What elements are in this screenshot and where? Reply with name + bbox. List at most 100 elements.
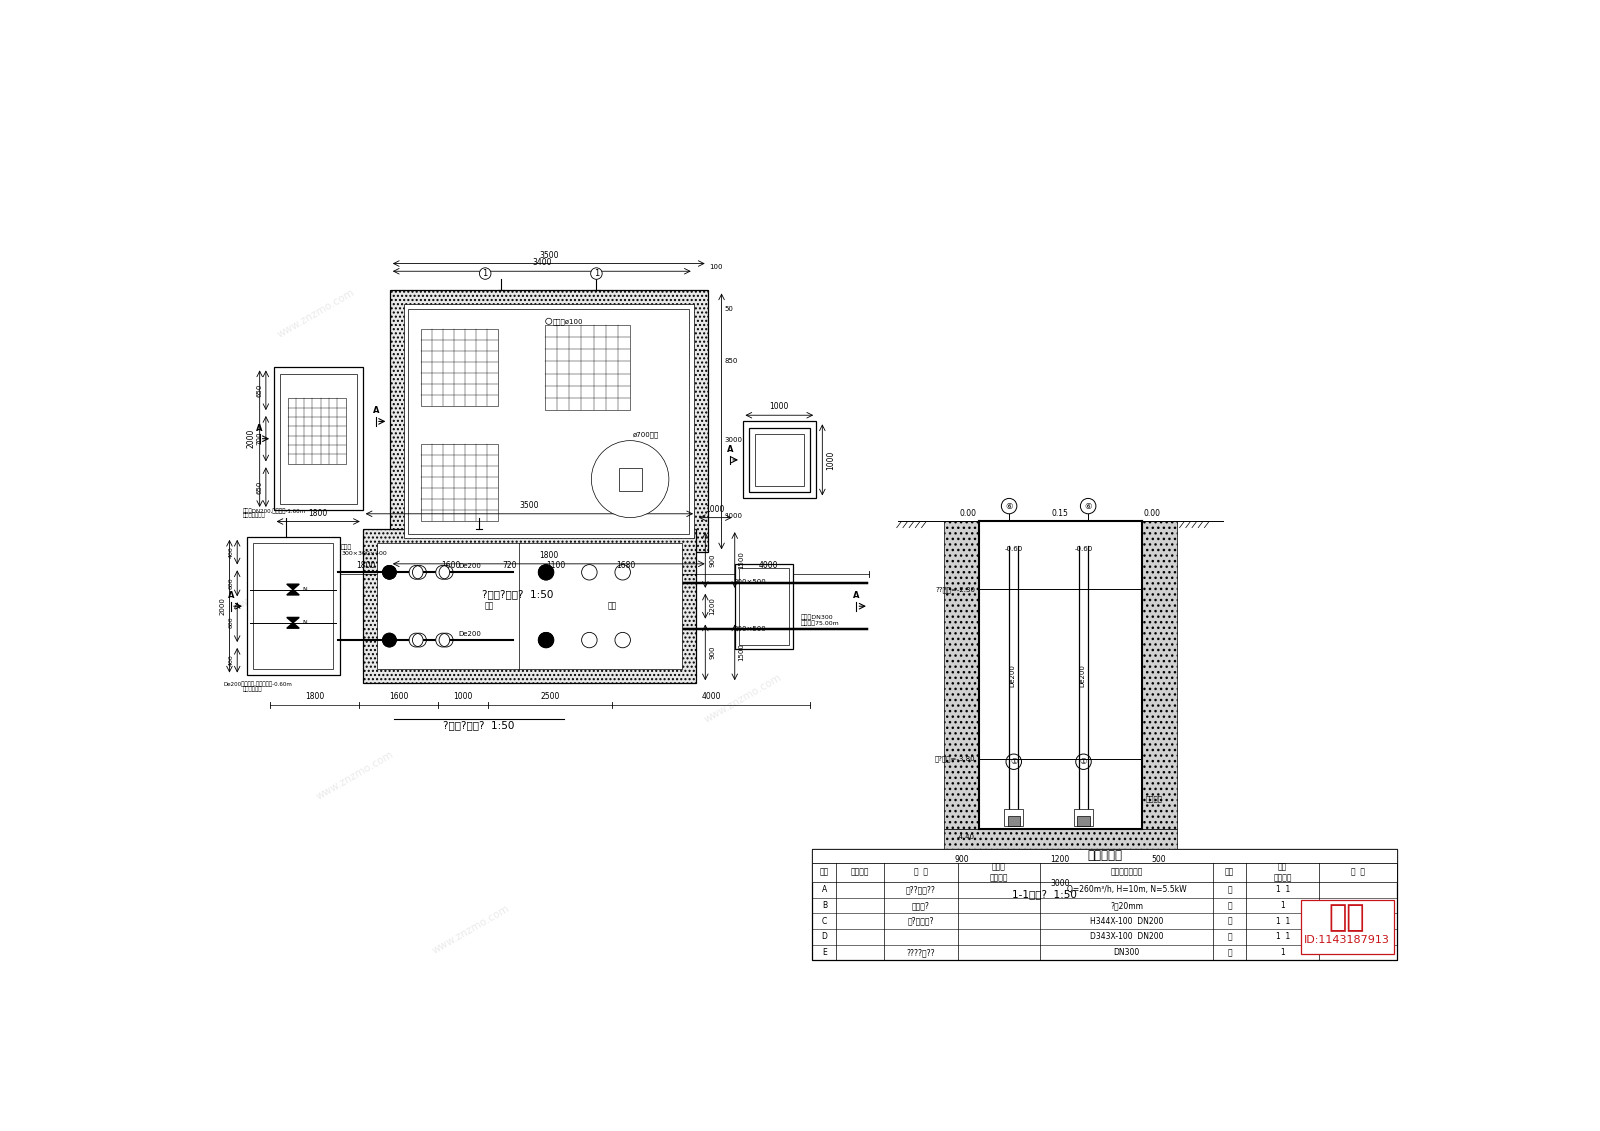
Text: 图号或
制造图号: 图号或 制造图号 xyxy=(989,863,1008,882)
Text: 1800: 1800 xyxy=(355,561,374,570)
Bar xyxy=(813,863,1397,882)
Text: 名  称: 名 称 xyxy=(914,867,928,877)
Text: www.znzmo.com: www.znzmo.com xyxy=(315,750,395,802)
Text: 复?式止回?: 复?式止回? xyxy=(907,916,934,925)
Text: ID:1143187913: ID:1143187913 xyxy=(1304,935,1390,946)
Text: 720: 720 xyxy=(502,561,517,570)
Text: 700: 700 xyxy=(256,432,262,446)
Polygon shape xyxy=(286,623,299,628)
Text: 3000: 3000 xyxy=(725,437,742,442)
Text: Q=260m³/h, H=10m, N=5.5kW: Q=260m³/h, H=10m, N=5.5kW xyxy=(1067,886,1186,895)
Text: 900: 900 xyxy=(709,553,715,567)
Bar xyxy=(421,444,498,521)
Text: 100: 100 xyxy=(709,265,723,270)
Bar xyxy=(813,848,1397,960)
Text: 650: 650 xyxy=(256,383,262,397)
Text: 2000: 2000 xyxy=(246,429,256,448)
Text: www.znzmo.com: www.znzmo.com xyxy=(470,364,550,417)
Bar xyxy=(376,543,682,670)
Text: ?站下?平面?  1:50: ?站下?平面? 1:50 xyxy=(443,720,515,731)
Text: 设备位号: 设备位号 xyxy=(851,867,869,877)
Text: 850: 850 xyxy=(725,359,738,364)
Text: 600: 600 xyxy=(229,616,234,628)
Bar xyxy=(253,543,333,670)
Text: 1200: 1200 xyxy=(709,597,715,615)
Text: ⑥: ⑥ xyxy=(1005,501,1013,510)
Text: A: A xyxy=(726,446,733,455)
Bar xyxy=(755,433,803,486)
Text: 1: 1 xyxy=(1280,901,1285,910)
Text: 1800: 1800 xyxy=(539,551,558,560)
Circle shape xyxy=(538,564,554,580)
Text: 1600: 1600 xyxy=(442,561,461,570)
Text: 1: 1 xyxy=(594,269,598,278)
Text: De200: De200 xyxy=(1010,664,1016,687)
Text: 1500: 1500 xyxy=(739,551,744,569)
Text: -4.40: -4.40 xyxy=(957,835,974,840)
Bar xyxy=(944,829,1176,853)
Text: 素混凝土: 素混凝土 xyxy=(1146,795,1163,802)
Circle shape xyxy=(382,633,397,647)
Text: 自??动潜??: 自??动潜?? xyxy=(906,886,936,895)
Circle shape xyxy=(382,566,397,579)
Text: www.znzmo.com: www.znzmo.com xyxy=(237,556,318,610)
Text: 1-1剖面?  1:50: 1-1剖面? 1:50 xyxy=(1013,890,1077,899)
Text: D: D xyxy=(821,932,827,941)
Polygon shape xyxy=(286,585,299,589)
Text: 就近接入雨水井: 就近接入雨水井 xyxy=(243,512,266,518)
Bar xyxy=(390,291,707,552)
Text: 阀组: 阀组 xyxy=(485,602,494,611)
Text: 阀箱: 阀箱 xyxy=(608,602,618,611)
Bar xyxy=(1301,900,1394,955)
Text: 序号: 序号 xyxy=(819,867,829,877)
Text: A: A xyxy=(227,592,234,601)
Bar xyxy=(246,537,339,675)
Text: 1000: 1000 xyxy=(706,504,725,513)
Text: 400: 400 xyxy=(229,655,234,666)
Text: ?钢20mm: ?钢20mm xyxy=(1110,901,1142,910)
Text: C: C xyxy=(822,916,827,925)
Text: 50: 50 xyxy=(725,305,733,312)
Text: 500: 500 xyxy=(1152,855,1166,864)
Text: 1: 1 xyxy=(483,269,488,278)
Text: 块: 块 xyxy=(1227,901,1232,910)
Circle shape xyxy=(382,566,397,579)
Circle shape xyxy=(410,633,422,647)
Text: 1680: 1680 xyxy=(616,561,635,570)
Text: 橡皮板ø100: 橡皮板ø100 xyxy=(552,318,582,325)
Text: 单位: 单位 xyxy=(1226,867,1234,877)
Polygon shape xyxy=(286,618,299,623)
Text: 4000: 4000 xyxy=(758,561,778,570)
Text: ⑥: ⑥ xyxy=(1085,501,1091,510)
Bar xyxy=(1008,817,1019,826)
Bar xyxy=(1077,817,1090,826)
Text: 出水管DN300
管底标高75.00m: 出水管DN300 管底标高75.00m xyxy=(800,614,840,627)
Bar xyxy=(288,398,346,464)
Text: 1000: 1000 xyxy=(770,403,789,412)
Circle shape xyxy=(538,632,554,648)
Text: ??水位=-2.30: ??水位=-2.30 xyxy=(934,586,974,593)
Text: ①: ① xyxy=(1080,758,1088,766)
Text: 平板栏?: 平板栏? xyxy=(912,901,930,910)
Polygon shape xyxy=(286,589,299,595)
Text: 知末: 知末 xyxy=(1328,903,1365,932)
Text: N: N xyxy=(302,587,307,592)
Text: 900: 900 xyxy=(954,855,968,864)
Text: DN300: DN300 xyxy=(1114,948,1139,957)
Text: 3400: 3400 xyxy=(533,258,552,267)
Text: 备  注: 备 注 xyxy=(1352,867,1365,877)
Text: H344X-100  DN200: H344X-100 DN200 xyxy=(1090,916,1163,925)
Bar xyxy=(742,422,816,499)
Text: E: E xyxy=(822,948,827,957)
Text: 设备一览表: 设备一览表 xyxy=(1088,849,1122,862)
Text: 300×500: 300×500 xyxy=(733,579,766,586)
Text: De200: De200 xyxy=(458,563,482,569)
Text: 1100: 1100 xyxy=(546,561,565,570)
Text: 1000: 1000 xyxy=(453,692,474,701)
Text: ①: ① xyxy=(1010,758,1018,766)
Text: 1000: 1000 xyxy=(725,512,742,519)
Text: www.znzmo.com: www.znzmo.com xyxy=(430,904,512,956)
Bar xyxy=(979,521,1142,829)
Text: 2000: 2000 xyxy=(219,597,226,615)
Bar xyxy=(813,848,1397,863)
